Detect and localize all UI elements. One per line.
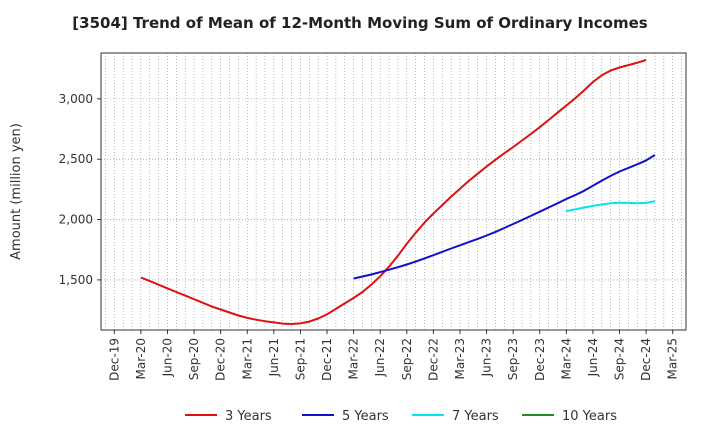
x-tick-label: Jun-21 xyxy=(267,338,281,377)
x-tick-label: Mar-22 xyxy=(347,338,361,379)
x-tick-label: Dec-20 xyxy=(214,338,228,381)
x-tick-label: Mar-25 xyxy=(666,338,680,379)
y-tick-label: 1,500 xyxy=(59,273,93,287)
x-tick-label: Jun-20 xyxy=(160,338,174,377)
x-tick-label: Mar-21 xyxy=(240,338,254,379)
x-tick-label: Sep-21 xyxy=(293,338,307,380)
series-lines xyxy=(140,59,656,325)
chart-title: [3504] Trend of Mean of 12-Month Moving … xyxy=(72,14,648,32)
x-axis: Dec-19 Mar-20 Jun-20 Sep-20 Dec-20 Mar-21 Jun-… xyxy=(107,330,680,381)
x-tick-label: Sep-22 xyxy=(400,338,414,380)
x-tick-label: Mar-23 xyxy=(453,338,467,379)
series-line-5-years xyxy=(353,154,656,280)
x-tick-label: Sep-24 xyxy=(613,338,627,380)
x-tick-label: Dec-19 xyxy=(107,338,121,381)
legend: 3 Years 5 Years 7 Years 10 Years xyxy=(185,409,617,424)
y-tick-label: 3,000 xyxy=(59,92,93,106)
y-axis-label: Amount (million yen) xyxy=(9,123,24,260)
legend-label-3-years: 3 Years xyxy=(225,409,272,424)
y-tick-label: 2,500 xyxy=(59,152,93,166)
x-tick-label: Dec-21 xyxy=(320,338,334,381)
x-tick-label: Dec-22 xyxy=(426,338,440,381)
grid xyxy=(101,53,686,330)
plot-area-frame xyxy=(100,52,687,331)
series-line-3-years xyxy=(140,59,647,325)
series-line-7-years xyxy=(566,200,656,213)
x-tick-label: Dec-23 xyxy=(533,338,547,381)
x-tick-label: Jun-22 xyxy=(373,338,387,377)
x-tick-label: Jun-23 xyxy=(480,338,494,377)
legend-label-7-years: 7 Years xyxy=(452,409,499,424)
x-tick-label: Mar-24 xyxy=(559,338,573,379)
x-tick-label: Mar-20 xyxy=(134,338,148,379)
x-tick-label: Dec-24 xyxy=(639,338,653,381)
x-tick-label: Jun-24 xyxy=(586,338,600,377)
legend-label-10-years: 10 Years xyxy=(562,409,617,424)
x-tick-label: Sep-20 xyxy=(187,338,201,380)
y-axis: 1,500 2,000 2,500 3,000 xyxy=(59,92,101,287)
legend-label-5-years: 5 Years xyxy=(342,409,389,424)
x-tick-label: Sep-23 xyxy=(506,338,520,380)
y-tick-label: 2,000 xyxy=(59,213,93,227)
